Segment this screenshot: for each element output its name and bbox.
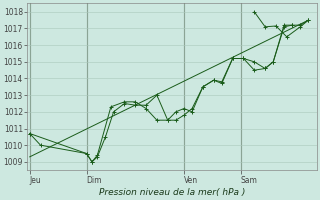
X-axis label: Pression niveau de la mer( hPa ): Pression niveau de la mer( hPa ): [99, 188, 245, 197]
